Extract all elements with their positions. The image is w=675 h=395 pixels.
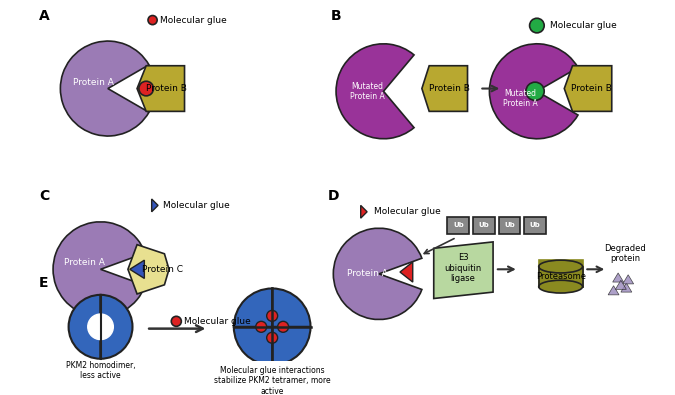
Wedge shape xyxy=(489,44,578,139)
Text: Protein B: Protein B xyxy=(571,84,612,93)
Wedge shape xyxy=(60,41,149,136)
Wedge shape xyxy=(88,314,101,340)
Polygon shape xyxy=(152,199,158,212)
Wedge shape xyxy=(101,295,132,359)
Wedge shape xyxy=(336,44,414,139)
Circle shape xyxy=(148,15,157,24)
Circle shape xyxy=(256,321,267,332)
Circle shape xyxy=(530,18,544,33)
Text: Molecular glue: Molecular glue xyxy=(549,21,616,30)
Wedge shape xyxy=(234,327,272,365)
Text: Ub: Ub xyxy=(479,222,489,228)
Text: PKM2 homodimer,
less active: PKM2 homodimer, less active xyxy=(65,361,136,380)
Text: Protein C: Protein C xyxy=(142,265,183,274)
Wedge shape xyxy=(101,314,113,340)
Text: Mutated
Protein A: Mutated Protein A xyxy=(350,82,385,101)
Wedge shape xyxy=(272,288,310,327)
Text: Molecular glue: Molecular glue xyxy=(163,201,230,210)
Text: Ub: Ub xyxy=(453,222,464,228)
Polygon shape xyxy=(623,275,634,284)
Text: D: D xyxy=(327,189,339,203)
Text: Protein A: Protein A xyxy=(347,269,387,278)
Bar xyxy=(499,217,520,234)
Polygon shape xyxy=(360,205,367,218)
Text: C: C xyxy=(39,189,49,203)
Circle shape xyxy=(267,332,277,343)
Text: Proteasome: Proteasome xyxy=(536,272,586,281)
Text: E: E xyxy=(39,276,49,290)
Text: Protein B: Protein B xyxy=(429,84,470,93)
Polygon shape xyxy=(400,262,412,282)
Bar xyxy=(539,260,583,287)
Polygon shape xyxy=(613,273,624,282)
Wedge shape xyxy=(333,228,422,320)
Text: Molecular glue interactions
stabilize PKM2 tetramer, more
active: Molecular glue interactions stabilize PK… xyxy=(214,366,331,395)
Text: Molecular glue: Molecular glue xyxy=(160,15,227,24)
Circle shape xyxy=(267,310,277,321)
Text: Molecular glue: Molecular glue xyxy=(184,317,250,326)
Text: E3
ubiquitin
ligase: E3 ubiquitin ligase xyxy=(444,254,481,283)
Bar xyxy=(524,217,546,234)
Text: Molecular glue: Molecular glue xyxy=(375,207,441,216)
Polygon shape xyxy=(434,242,493,299)
Bar xyxy=(448,217,469,234)
Polygon shape xyxy=(621,283,632,292)
Text: B: B xyxy=(331,9,342,23)
Circle shape xyxy=(171,316,182,326)
Bar xyxy=(539,267,583,287)
Polygon shape xyxy=(422,66,468,111)
Bar xyxy=(473,217,495,234)
Wedge shape xyxy=(53,222,145,317)
Text: Ub: Ub xyxy=(504,222,515,228)
Text: Ub: Ub xyxy=(530,222,541,228)
Text: Protein A: Protein A xyxy=(73,78,113,87)
Polygon shape xyxy=(608,286,619,295)
Circle shape xyxy=(139,81,153,96)
Polygon shape xyxy=(564,66,612,111)
Polygon shape xyxy=(128,245,169,294)
Polygon shape xyxy=(130,260,144,278)
Text: Protein B: Protein B xyxy=(146,84,187,93)
Circle shape xyxy=(277,321,289,332)
Polygon shape xyxy=(137,66,184,111)
Text: Mutated
Protein A: Mutated Protein A xyxy=(503,89,538,108)
Wedge shape xyxy=(234,288,272,327)
Ellipse shape xyxy=(539,280,583,293)
Circle shape xyxy=(526,82,544,100)
Text: Degraded
protein: Degraded protein xyxy=(605,244,647,263)
Ellipse shape xyxy=(539,260,583,273)
Text: Protein A: Protein A xyxy=(63,258,105,267)
Wedge shape xyxy=(69,295,101,359)
Wedge shape xyxy=(272,327,310,365)
Polygon shape xyxy=(616,280,626,290)
Text: A: A xyxy=(38,9,49,23)
